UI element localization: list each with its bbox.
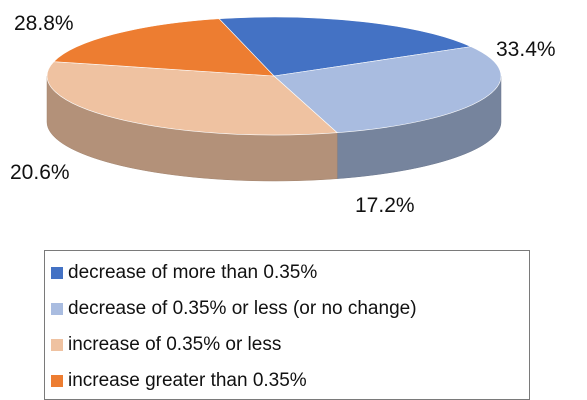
pie-label-increase-of-0-35-or-less: 33.4% — [496, 38, 556, 61]
pie-slice-increase-of-0-35-or-less — [46, 61, 338, 136]
pie-label-decrease-of-0-35-or-less-or-no-change: 28.8% — [14, 12, 74, 35]
legend-swatch-increase-less — [51, 339, 63, 351]
legend-label-decrease-more: decrease of more than 0.35% — [68, 262, 318, 283]
legend-swatch-decrease-more — [51, 267, 63, 279]
pie-label-increase-greater-than-0-35: 17.2% — [355, 194, 415, 217]
legend-label-increase-greater: increase greater than 0.35% — [68, 370, 307, 391]
legend-swatch-increase-greater — [51, 375, 63, 387]
legend-item-increase-less: increase of 0.35% or less — [51, 327, 529, 363]
pie-label-decrease-of-more-than-0-35: 20.6% — [10, 161, 70, 184]
legend-label-increase-less: increase of 0.35% or less — [68, 334, 282, 355]
pie-slice-decrease-of-more-than-0-35 — [218, 16, 472, 77]
legend-item-increase-greater: increase greater than 0.35% — [51, 363, 529, 399]
pie-slice-increase-greater-than-0-35 — [53, 18, 275, 77]
legend-item-decrease-less: decrease of 0.35% or less (or no change) — [51, 291, 529, 327]
legend-item-decrease-more: decrease of more than 0.35% — [51, 255, 529, 291]
pie-slice-decrease-of-0-35-or-less-or-no-change — [273, 46, 502, 133]
pie-top-group — [46, 16, 502, 136]
legend-label-decrease-less: decrease of 0.35% or less (or no change) — [68, 298, 417, 319]
legend-swatch-decrease-less — [51, 303, 63, 315]
chart-legend: decrease of more than 0.35% decrease of … — [44, 250, 530, 400]
